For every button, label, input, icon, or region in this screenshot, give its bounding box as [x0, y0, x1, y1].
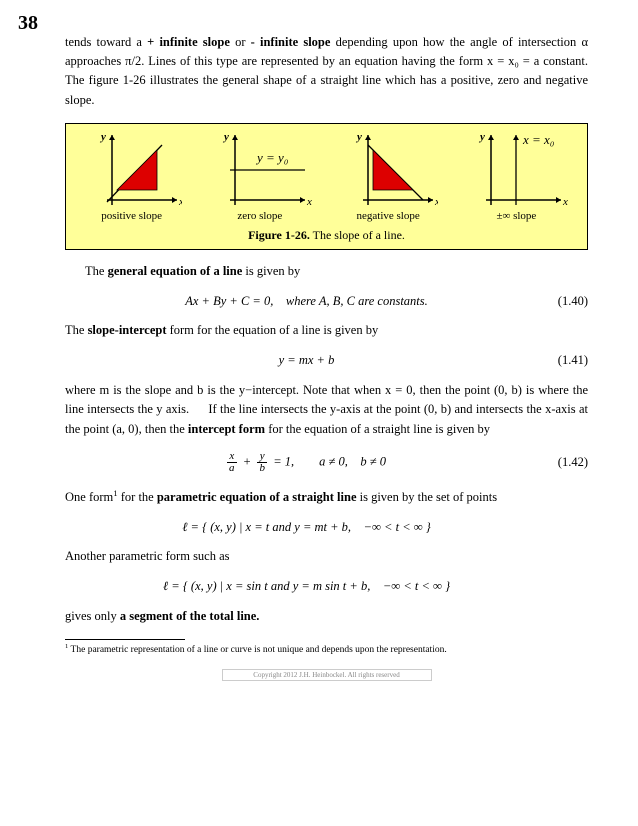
footnote-rule [65, 639, 185, 640]
eq4-text: ℓ = { (x, y) | x = t and y = mt + b, −∞ … [65, 520, 548, 535]
svg-text:y: y [355, 131, 362, 143]
p4b: intercept form [188, 422, 265, 436]
x-eq-x0: x = x₀ [522, 132, 554, 147]
p2a: The [85, 264, 108, 278]
svg-text:x: x [562, 196, 568, 208]
p2c: is given by [242, 264, 300, 278]
fig-infinite-slope: x y x = x₀ ±∞ slope [461, 130, 571, 222]
p1c: or [230, 35, 251, 49]
p3c: form for the equation of a line is given… [166, 323, 378, 337]
svg-text:x: x [306, 196, 312, 208]
fig-label-3: ±∞ slope [461, 210, 571, 222]
equation-1-41: y = mx + b (1.41) [65, 353, 588, 368]
fig-zero-slope: x y y = y₀ zero slope [205, 130, 315, 222]
equation-param-1: ℓ = { (x, y) | x = t and y = mt + b, −∞ … [65, 520, 588, 535]
negative-slope-icon: x y [338, 130, 438, 208]
paragraph-general-eq: The general equation of a line is given … [65, 262, 588, 281]
figure-row: x y positive slope x y y = y₀ [66, 124, 587, 224]
svg-text:y: y [99, 131, 106, 143]
frac-y-b: yb [257, 451, 267, 474]
svg-text:x: x [434, 196, 438, 208]
eq5-text: ℓ = { (x, y) | x = sin t and y = m sin t… [65, 579, 548, 594]
p5a: One form [65, 490, 113, 504]
svg-text:x: x [178, 196, 182, 208]
eq3-num: (1.42) [548, 455, 588, 470]
equation-param-2: ℓ = { (x, y) | x = sin t and y = m sin t… [65, 579, 588, 594]
p3a: The [65, 323, 88, 337]
equation-1-40: Ax + By + C = 0, where A, B, C are const… [65, 294, 588, 309]
page-number: 38 [18, 12, 38, 35]
p5d: is given by the set of points [357, 490, 498, 504]
eq1-text: Ax + By + C = 0, where A, B, C are const… [185, 294, 428, 308]
infinite-slope-icon: x y x = x₀ [461, 130, 571, 208]
y-eq-y0: y = y₀ [255, 150, 288, 165]
p5c: parametric equation of a straight line [157, 490, 357, 504]
figure-1-26: x y positive slope x y y = y₀ [65, 123, 588, 250]
fig-negative-slope: x y negative slope [338, 130, 438, 222]
p7a: gives only [65, 609, 120, 623]
svg-text:y: y [478, 131, 485, 143]
p1b: + infinite slope [147, 35, 230, 49]
paragraph-segment: gives only a segment of the total line. [65, 607, 588, 626]
paragraph-parametric: One form1 for the parametric equation of… [65, 487, 588, 508]
figure-caption: Figure 1-26. The slope of a line. [66, 224, 587, 249]
positive-slope-icon: x y [82, 130, 182, 208]
svg-text:y: y [222, 131, 229, 143]
copyright: Copyright 2012 J.H. Heinbockel. All righ… [222, 669, 432, 681]
footnote-text: The parametric representation of a line … [71, 645, 447, 655]
paragraph-intercept-form: where m is the slope and b is the y−inte… [65, 381, 588, 439]
eq3-tail: = 1, a ≠ 0, b ≠ 0 [273, 455, 386, 469]
p2b: general equation of a line [108, 264, 243, 278]
zero-slope-icon: x y y = y₀ [205, 130, 315, 208]
fig-label-0: positive slope [82, 210, 182, 222]
eq2-text: y = mx + b [279, 353, 335, 367]
p7b: a segment of the total line. [120, 609, 260, 623]
p1d: - infinite slope [251, 35, 331, 49]
equation-1-42: xa + yb = 1, a ≠ 0, b ≠ 0 (1.42) [65, 451, 588, 474]
paragraph-another-param: Another parametric form such as [65, 547, 588, 566]
fig-label-1: zero slope [205, 210, 315, 222]
paragraph-slope-intercept: The slope-intercept form for the equatio… [65, 321, 588, 340]
fig-positive-slope: x y positive slope [82, 130, 182, 222]
frac-x-a: xa [227, 451, 237, 474]
p3b: slope-intercept [88, 323, 167, 337]
footnote: 1 The parametric representation of a lin… [65, 643, 588, 655]
paragraph-intro: tends toward a + infinite slope or - inf… [65, 33, 588, 111]
fig-label-2: negative slope [338, 210, 438, 222]
p1a: tends toward a [65, 35, 147, 49]
p4c: for the equation of a straight line is g… [265, 422, 490, 436]
eq2-num: (1.41) [548, 353, 588, 368]
eq1-num: (1.40) [548, 294, 588, 309]
p5b: for the [118, 490, 157, 504]
fig-caption-text: The slope of a line. [310, 228, 405, 242]
fig-caption-bold: Figure 1-26. [248, 228, 310, 242]
